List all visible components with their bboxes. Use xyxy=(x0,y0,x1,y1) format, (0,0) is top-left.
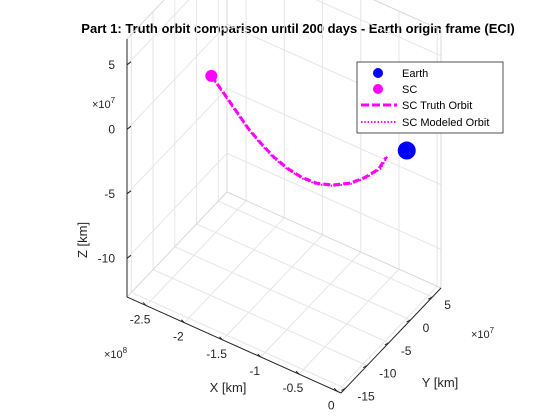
y-tick-label: -5 xyxy=(401,344,412,358)
legend: Earth SC SC Truth Orbit SC Modeled Orbit xyxy=(356,61,504,134)
y-tick-mark xyxy=(406,319,411,323)
sc-modeled-orbit-line xyxy=(210,75,389,187)
grid-line-z-side xyxy=(126,152,228,259)
grid-line-y-floor xyxy=(152,269,368,367)
legend-sc-marker xyxy=(373,84,383,94)
z-tick-mark xyxy=(126,254,132,259)
grid-line-y-floor xyxy=(174,246,390,344)
axes: -2.5-2-1.5-1-0.50-15-10-505-10-505 xyxy=(98,39,451,412)
y-tick-mark xyxy=(341,387,346,391)
x-tick-label: -1.5 xyxy=(206,347,227,361)
chart-title: Part 1: Truth orbit comparison until 200… xyxy=(81,21,514,36)
grid-line-x-floor xyxy=(260,251,362,358)
x-tick-label: -1 xyxy=(249,364,260,378)
legend-modeled-label: SC Modeled Orbit xyxy=(402,117,489,129)
box-edge xyxy=(226,191,442,289)
legend-sc-label: SC xyxy=(402,84,417,96)
y-axis-label: Y [km] xyxy=(422,375,459,390)
y-tick-label: 0 xyxy=(423,321,430,335)
z-tick-mark xyxy=(126,61,132,66)
x-axis-label: X [km] xyxy=(210,380,247,395)
legend-earth-marker xyxy=(373,68,383,78)
x-tick-mark xyxy=(219,336,223,341)
x-tick-mark xyxy=(333,387,338,392)
box-edge xyxy=(372,0,442,31)
box-edge xyxy=(126,191,228,298)
legend-item-truth-orbit: SC Truth Orbit xyxy=(361,100,472,112)
x-tick-mark xyxy=(295,370,300,375)
x-tick-mark xyxy=(257,353,262,358)
z-tick-label: 0 xyxy=(108,122,115,136)
x-axis-line xyxy=(126,296,342,394)
legend-item-modeled-orbit: SC Modeled Orbit xyxy=(361,117,489,129)
grid-line-x-floor xyxy=(222,234,323,341)
box-edge xyxy=(126,0,165,40)
z-tick-mark xyxy=(126,125,132,130)
legend-truth-label: SC Truth Orbit xyxy=(402,100,472,112)
legend-item-earth: Earth xyxy=(373,68,428,80)
grid-line-z-side xyxy=(126,23,228,130)
grid-line-y-floor xyxy=(131,291,346,389)
grid-line-x-floor xyxy=(298,268,400,375)
z-tick-label: -5 xyxy=(104,187,115,201)
grid-line-y-floor xyxy=(196,223,411,321)
x-exponent-label: ×108 xyxy=(104,346,128,361)
z-tick-label: -10 xyxy=(98,251,116,265)
grid-line-x-floor xyxy=(145,200,247,306)
grid-line-z-back xyxy=(226,152,442,250)
x-tick-label: 0 xyxy=(328,398,335,412)
x-tick-label: -2 xyxy=(173,330,184,344)
x-tick-mark xyxy=(142,302,147,306)
y-tick-mark xyxy=(384,342,390,346)
y-tick-mark xyxy=(428,296,433,300)
y-exponent-label: ×107 xyxy=(471,326,495,341)
grid-line-z-back xyxy=(315,0,442,57)
x-tick-label: -2.5 xyxy=(130,313,151,327)
x-tick-mark xyxy=(180,319,185,324)
z-tick-label: 5 xyxy=(108,58,115,72)
y-tick-label: -15 xyxy=(357,389,375,403)
grid-lines xyxy=(126,0,442,392)
grid-line-x-floor xyxy=(183,217,285,324)
legend-earth-label: Earth xyxy=(402,68,428,80)
x-tick-label: -0.5 xyxy=(283,381,304,395)
y-axis-line xyxy=(340,287,442,394)
z-axis-label: Z [km] xyxy=(75,222,90,258)
earth-marker xyxy=(397,141,416,160)
grid-line-x-floor xyxy=(336,285,438,392)
grid-line-z-back xyxy=(226,88,442,186)
y-tick-label: 5 xyxy=(444,298,451,312)
grid-line-z-side xyxy=(126,0,190,66)
svg-text:×107: ×107 xyxy=(471,326,495,341)
y-tick-mark xyxy=(362,365,368,369)
grid-line-z-side xyxy=(126,88,228,195)
grid-line-y-floor xyxy=(218,200,433,298)
svg-text:×108: ×108 xyxy=(104,346,128,361)
legend-item-sc: SC xyxy=(373,84,417,96)
sc-marker xyxy=(205,69,218,82)
z-tick-mark xyxy=(126,190,132,195)
data-layer xyxy=(205,69,416,187)
svg-text:×107: ×107 xyxy=(92,96,116,111)
z-exponent-label: ×107 xyxy=(92,96,116,111)
y-tick-label: -10 xyxy=(379,367,397,381)
